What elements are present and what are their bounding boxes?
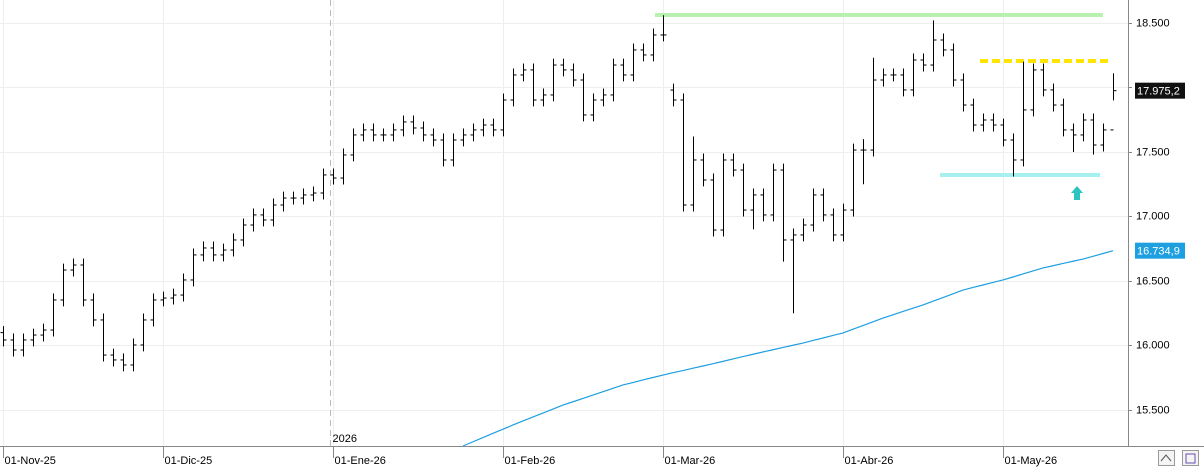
price-tag (1135, 242, 1185, 259)
arrow-shape (1071, 186, 1083, 200)
y-tick-label: 17.000 (1136, 210, 1170, 222)
price-tag-label: 16.734,9 (1137, 246, 1180, 258)
y-tick-label: 17.500 (1136, 146, 1170, 158)
y-tick-label: 18.500 (1136, 17, 1170, 29)
moving-average (462, 250, 1114, 447)
zoom-icon (1160, 454, 1172, 462)
x-tick-label: 01-Abr-26 (845, 455, 894, 467)
x-tick-label: 01-May-26 (1005, 455, 1058, 467)
x-tick-label: 01-Mar-26 (665, 455, 716, 467)
price-tag-label: 17.975,2 (1137, 86, 1180, 98)
year-label: 2026 (333, 433, 357, 445)
y-tick-label: 16.500 (1136, 275, 1170, 287)
x-tick-label: 01-Dic-25 (165, 455, 213, 467)
save-icon (1185, 453, 1196, 464)
x-tick-label: 01-Feb-26 (505, 455, 556, 467)
x-tick-label: 01-Ene-26 (335, 455, 386, 467)
y-tick-label: 15.500 (1136, 404, 1170, 416)
price-tag (1135, 82, 1185, 99)
arrow-icon (1071, 186, 1083, 200)
y-tick-label: 16.000 (1136, 339, 1170, 351)
x-tick-label: 01-Nov-25 (5, 455, 56, 467)
zoom-button[interactable] (1158, 450, 1175, 466)
